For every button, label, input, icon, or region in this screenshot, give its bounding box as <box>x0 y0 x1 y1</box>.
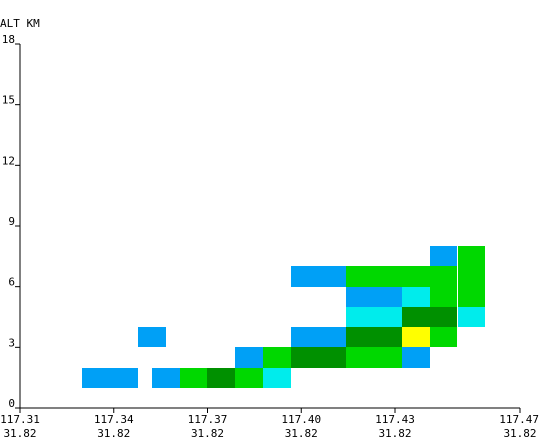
heatmap-cell <box>346 347 374 368</box>
heatmap-cell <box>346 266 374 287</box>
heatmap-cell <box>402 327 430 347</box>
y-tick-label: 12 <box>2 154 15 167</box>
heatmap-cell <box>402 307 430 327</box>
heatmap-cell <box>430 266 457 287</box>
heatmap-cell <box>291 266 318 287</box>
reflectivity-cells <box>82 246 485 388</box>
heatmap-cell <box>152 368 180 388</box>
heatmap-cell <box>458 287 485 307</box>
heatmap-cell <box>291 327 318 347</box>
x-tick-label-lat: 31.82 <box>378 427 411 440</box>
heatmap-cell <box>458 307 485 327</box>
y-tick-label: 3 <box>8 336 15 349</box>
x-tick-label-lat: 31.82 <box>285 427 318 440</box>
heatmap-cell <box>458 266 485 287</box>
heatmap-cell <box>82 368 110 388</box>
x-tick-label-lon: 117.37 <box>188 413 228 426</box>
x-tick-label-lon: 117.31 <box>0 413 40 426</box>
y-tick-label: 9 <box>8 215 15 228</box>
heatmap-cell <box>458 246 485 266</box>
heatmap-cell <box>374 347 402 368</box>
heatmap-cell <box>318 347 346 368</box>
heatmap-cell <box>291 347 318 368</box>
heatmap-cell <box>263 368 291 388</box>
x-axis-ticks: 117.3131.82117.3431.82117.3731.82117.403… <box>0 408 539 440</box>
y-axis-ticks: 0 3 6 9 12 15 18 <box>2 33 20 410</box>
heatmap-cell <box>110 368 138 388</box>
heatmap-cell <box>402 266 430 287</box>
y-tick-label: 6 <box>8 276 15 289</box>
heatmap-cell <box>374 287 402 307</box>
heatmap-cell <box>263 347 291 368</box>
heatmap-cell <box>346 327 374 347</box>
heatmap-cell <box>374 327 402 347</box>
heatmap-cell <box>318 266 346 287</box>
heatmap-cell <box>402 347 430 368</box>
heatmap-cell <box>235 347 263 368</box>
x-tick-label-lat: 31.82 <box>3 427 36 440</box>
heatmap-cell <box>430 307 457 327</box>
heatmap-cell <box>318 327 346 347</box>
heatmap-cell <box>235 368 263 388</box>
heatmap-cell <box>402 287 430 307</box>
heatmap-cell <box>138 327 166 347</box>
heatmap-cell <box>374 266 402 287</box>
x-tick-label-lat: 31.82 <box>191 427 224 440</box>
heatmap-cell <box>180 368 207 388</box>
x-tick-label-lon: 117.47 <box>499 413 539 426</box>
x-tick-label-lat: 31.82 <box>503 427 536 440</box>
heatmap-cell <box>430 327 457 347</box>
y-axis-title: ALT KM <box>0 17 40 30</box>
heatmap-cell <box>346 307 374 327</box>
y-tick-label: 18 <box>2 33 15 46</box>
heatmap-cell <box>430 287 457 307</box>
heatmap-cell <box>346 287 374 307</box>
x-tick-label-lat: 31.82 <box>97 427 130 440</box>
heatmap-cell <box>374 307 402 327</box>
x-tick-label-lon: 117.40 <box>281 413 321 426</box>
y-tick-label: 0 <box>8 397 15 410</box>
y-tick-label: 15 <box>2 94 15 107</box>
heatmap-cell <box>430 246 457 266</box>
x-tick-label-lon: 117.43 <box>375 413 415 426</box>
x-tick-label-lon: 117.34 <box>94 413 134 426</box>
heatmap-cell <box>207 368 235 388</box>
